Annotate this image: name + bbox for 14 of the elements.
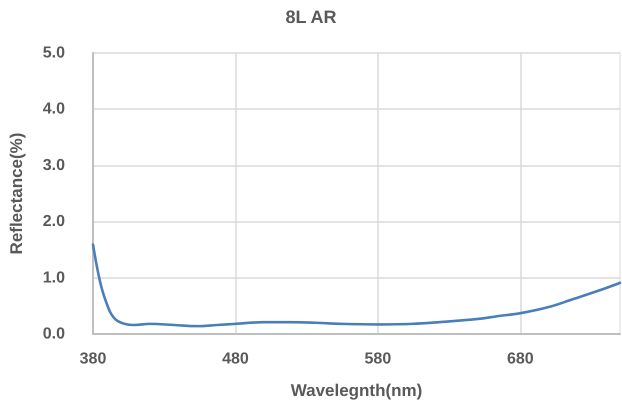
y-axis-title: Reflectance(%)	[7, 132, 26, 254]
x-tick-label: 480	[222, 350, 249, 368]
y-tick-label: 1.0	[42, 269, 66, 286]
x-tick-label: 580	[364, 350, 392, 368]
line-series	[92, 243, 622, 328]
y-tick-label: 3.0	[42, 156, 66, 174]
y-tick-label: 0.0	[42, 326, 66, 342]
y-tick-label: 5.0	[42, 44, 66, 62]
x-axis-title: Wavelegnth(nm)	[290, 381, 422, 400]
y-tick-label: 4.0	[42, 100, 66, 118]
chart-title: 8L AR	[285, 7, 337, 27]
y-tick-label: 2.0	[42, 213, 66, 230]
x-tick-label: 380	[80, 350, 106, 368]
x-tick-label: 680	[506, 350, 534, 368]
